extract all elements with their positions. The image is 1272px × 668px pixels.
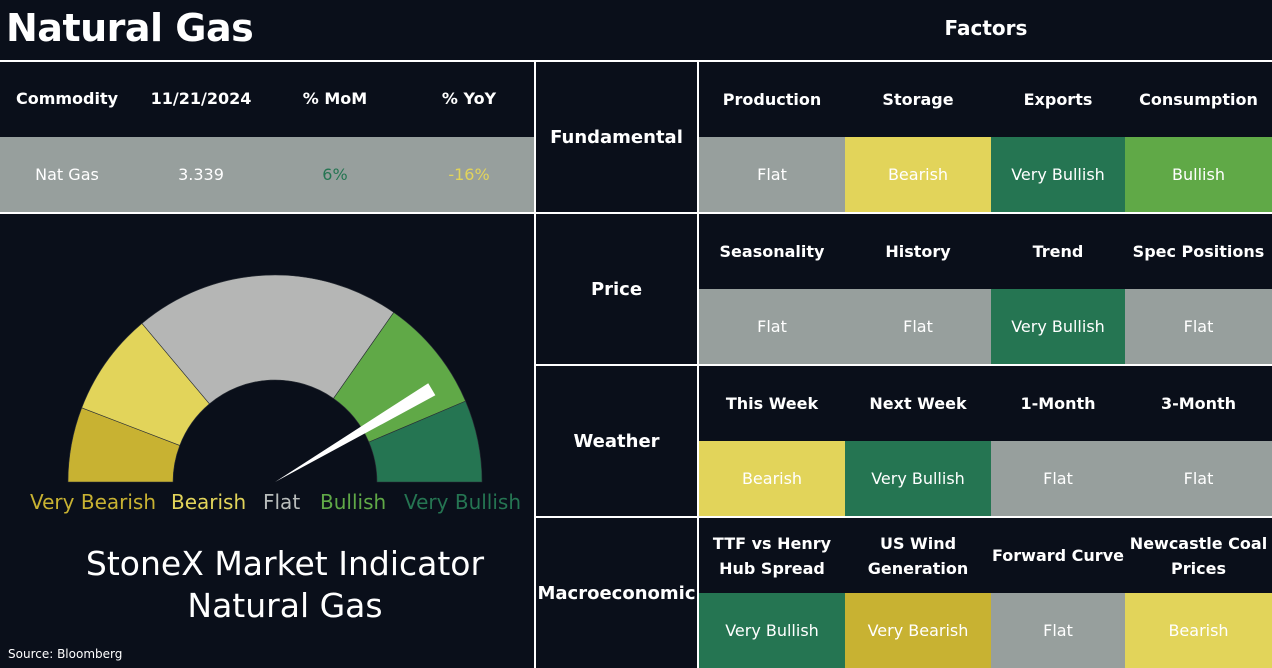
legend-very-bearish: Very Bearish — [30, 490, 157, 514]
divider-top — [0, 60, 1272, 62]
factor-value: Very Bullish — [991, 137, 1125, 212]
divider-row-3 — [536, 516, 1272, 518]
factor-value: Very Bearish — [845, 593, 991, 668]
cell-mom: 6% — [322, 165, 348, 184]
factor-value: Bearish — [1125, 593, 1272, 668]
header-yoy: % YoY — [441, 89, 497, 108]
category-macroeconomic: Macroeconomic — [536, 518, 697, 668]
source-note: Source: Bloomberg — [8, 647, 123, 661]
cell-yoy: -16% — [448, 165, 490, 184]
factor-value: Very Bullish — [845, 441, 991, 516]
factor-value: Bearish — [699, 441, 845, 516]
factor-name: Next Week — [845, 366, 991, 441]
factor-value: Flat — [699, 137, 845, 212]
factor-name: Forward Curve — [991, 518, 1125, 593]
factor-name: Storage — [845, 62, 991, 137]
factor-value: Flat — [845, 289, 991, 364]
market-indicator-gauge — [67, 274, 483, 483]
page-title: Natural Gas — [6, 6, 254, 50]
legend-bearish: Bearish — [171, 490, 247, 514]
factor-value: Very Bullish — [699, 593, 845, 668]
header-date: 11/21/2024 — [150, 89, 252, 108]
factor-value: Flat — [699, 289, 845, 364]
divider-row-2 — [536, 364, 1272, 366]
factor-name: Newcastle Coal Prices — [1125, 518, 1272, 593]
divider-vertical-1 — [534, 60, 536, 668]
factor-name: US Wind Generation — [845, 518, 991, 593]
divider-left-mid — [0, 212, 534, 214]
header-commodity: Commodity — [15, 89, 119, 108]
indicator-title-line-2: Natural Gas — [187, 586, 383, 625]
factor-name: TTF vs Henry Hub Spread — [699, 518, 845, 593]
indicator-title: StoneX Market Indicator Natural Gas — [0, 543, 570, 627]
legend-bullish: Bullish — [320, 490, 387, 514]
factor-value: Flat — [991, 441, 1125, 516]
factor-name: Consumption — [1125, 62, 1272, 137]
gauge-needle — [275, 383, 436, 482]
factor-name: History — [845, 214, 991, 289]
gauge-segment-flat — [141, 274, 395, 405]
factor-value: Very Bullish — [991, 289, 1125, 364]
factor-name: This Week — [699, 366, 845, 441]
header-mom: % MoM — [302, 89, 368, 108]
factor-value: Bullish — [1125, 137, 1272, 212]
indicator-title-line-1: StoneX Market Indicator — [85, 544, 485, 583]
factor-value: Bearish — [845, 137, 991, 212]
factor-value: Flat — [1125, 289, 1272, 364]
factors-title: Factors — [944, 16, 1028, 40]
factor-name: Exports — [991, 62, 1125, 137]
factor-name: 3-Month — [1125, 366, 1272, 441]
category-weather: Weather — [536, 366, 697, 516]
factor-value: Flat — [1125, 441, 1272, 516]
commodity-table: Commodity 11/21/2024 % MoM % YoY Nat Gas… — [0, 62, 534, 212]
cell-commodity: Nat Gas — [35, 165, 99, 184]
factor-value: Flat — [991, 593, 1125, 668]
legend-flat: Flat — [263, 490, 301, 514]
factor-name: Seasonality — [699, 214, 845, 289]
legend-very-bullish: Very Bullish — [404, 490, 522, 514]
factor-name: 1-Month — [991, 366, 1125, 441]
factor-name: Spec Positions — [1125, 214, 1272, 289]
factor-name: Production — [699, 62, 845, 137]
cell-price: 3.339 — [178, 165, 224, 184]
category-price: Price — [536, 214, 697, 364]
table-row: Nat Gas 3.339 6% -16% — [0, 137, 534, 212]
factor-name: Trend — [991, 214, 1125, 289]
gauge-segment-very-bullish — [368, 400, 483, 483]
category-fundamental: Fundamental — [536, 62, 697, 212]
divider-row-1 — [536, 212, 1272, 214]
